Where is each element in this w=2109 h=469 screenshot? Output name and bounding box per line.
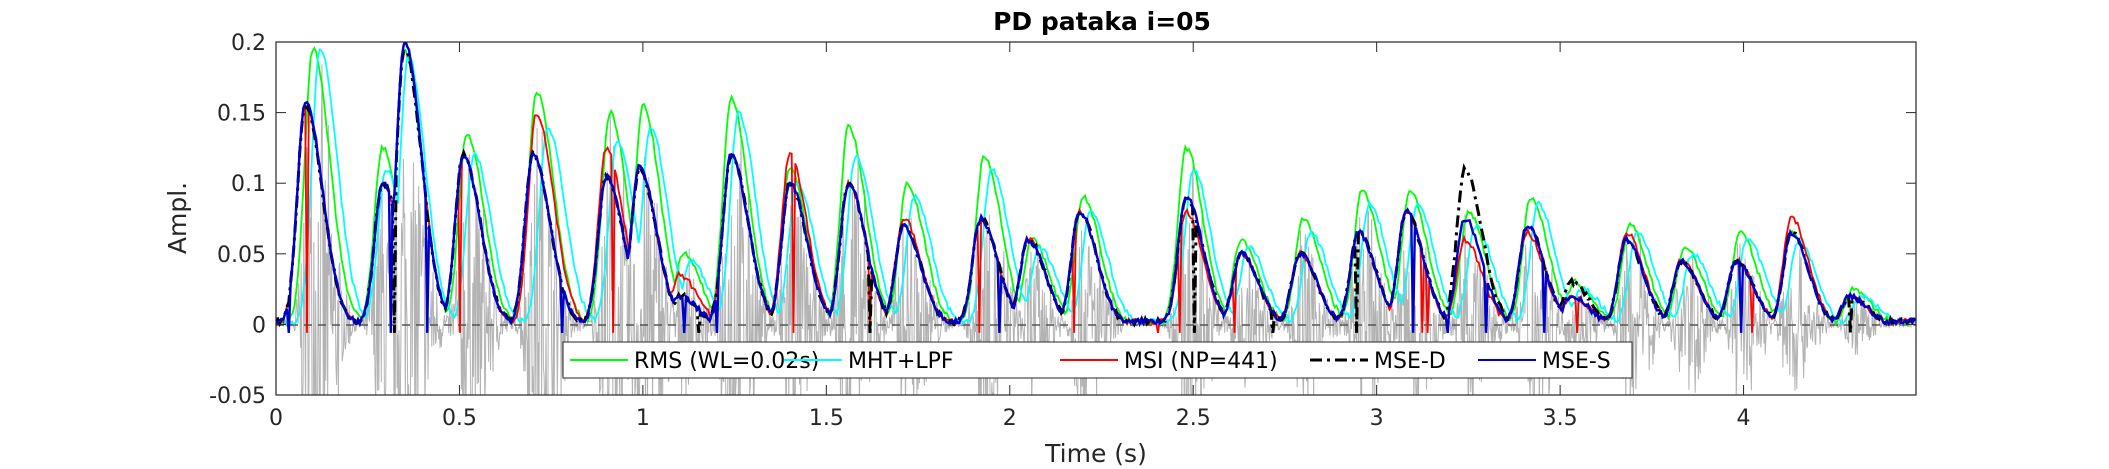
chart-title: PD pataka i=05 — [993, 7, 1211, 36]
series-layer — [276, 42, 1916, 334]
y-tick-label: -0.05 — [209, 384, 266, 409]
x-tick-label: 1 — [636, 406, 650, 431]
y-tick-label: 0.2 — [231, 31, 266, 56]
legend: RMS (WL=0.02s) MHT+LPF MSI (NP=441) MSE-D MS… — [562, 341, 1633, 379]
legend-label-0: RMS (WL=0.02s) — [634, 349, 819, 374]
series-line-4 — [276, 42, 1916, 334]
x-tick-label: 3 — [1370, 406, 1384, 431]
x-axis-label: Time (s) — [1044, 439, 1147, 468]
series-line-0 — [276, 46, 1916, 327]
y-tick-label: 0.05 — [217, 243, 266, 268]
legend-label-2: MSI (NP=441) — [1124, 349, 1278, 374]
axes-box — [275, 41, 1917, 396]
y-tick-label: 0.15 — [217, 102, 266, 127]
x-tick-label: 1.5 — [809, 406, 844, 431]
y-tick-label: 0.1 — [231, 172, 266, 197]
legend-label-1: MHT+LPF — [848, 349, 954, 374]
x-tick-label: 4 — [1737, 406, 1751, 431]
legend-label-3: MSE-D — [1374, 349, 1446, 374]
x-tick-label: 3.5 — [1543, 406, 1578, 431]
series-line-1 — [276, 48, 1916, 327]
legend-label-4: MSE-S — [1542, 349, 1611, 374]
x-tick-label: 2.5 — [1176, 406, 1211, 431]
x-tick-label: 0.5 — [442, 406, 477, 431]
x-tick-label: 0 — [269, 406, 283, 431]
y-axis-label: Ampl. — [163, 182, 192, 254]
y-tick-label: 0 — [252, 313, 266, 338]
x-tick-label: 2 — [1003, 406, 1017, 431]
